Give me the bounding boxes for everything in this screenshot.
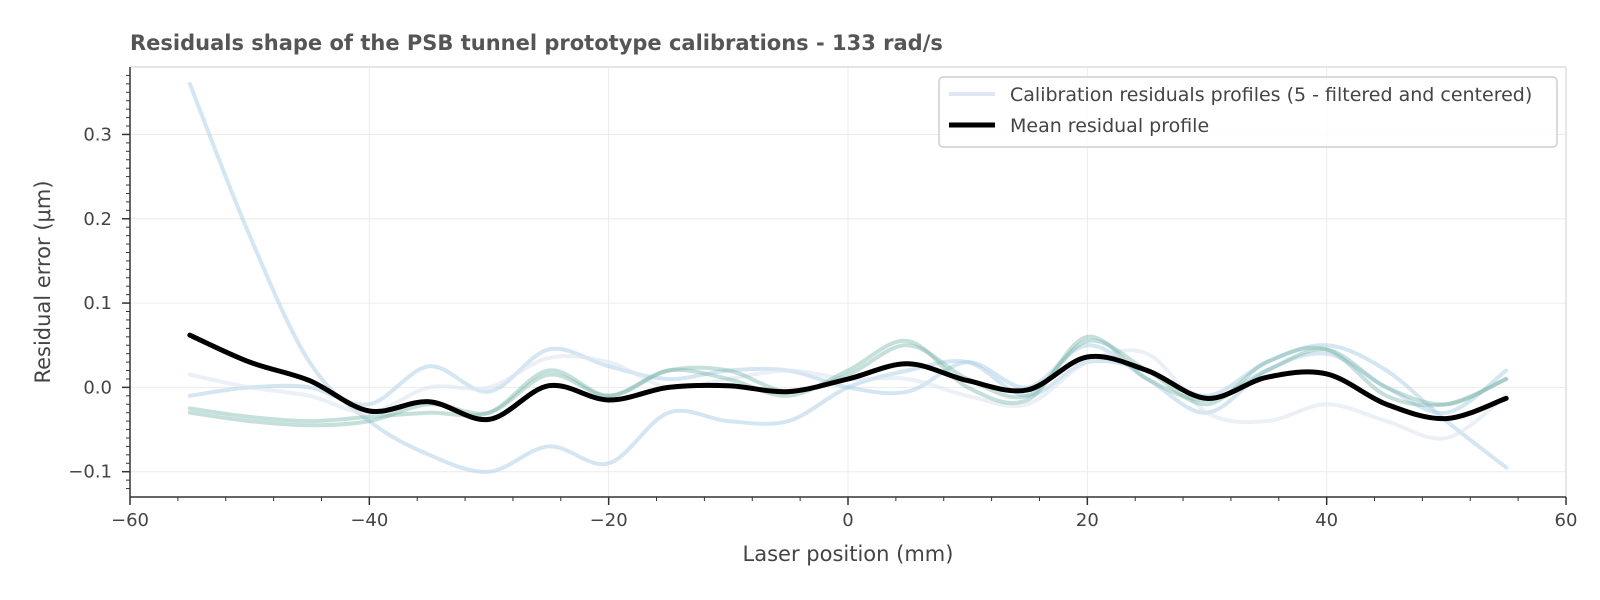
x-tick-label-2: −20 (590, 510, 628, 531)
y-tick-label-3: 0.2 (83, 209, 112, 230)
mean-residual-line (187, 332, 1509, 423)
axes: −60 −40 −20 0 20 40 60 −0.1 0.0 0.1 0.2 0.3 (68, 66, 1578, 531)
legend-label-calibration: Calibration residuals profiles (5 - filt… (1010, 84, 1532, 106)
legend-frame (938, 76, 1558, 148)
legend-label-mean: Mean residual profile (1010, 115, 1209, 137)
x-tick-label-0: −60 (111, 510, 149, 531)
y-tick-label-0: −0.1 (68, 462, 112, 483)
x-tick-label-1: −40 (350, 510, 388, 531)
x-tick-label-4: 20 (1076, 510, 1099, 531)
calibration-profile-line-0 (187, 81, 1509, 474)
y-tick-label-4: 0.3 (83, 124, 112, 145)
calibration-profile-line-3 (187, 334, 1509, 428)
x-tick-label-3: 0 (842, 510, 853, 531)
x-axis-label: Laser position (mm) (743, 542, 954, 566)
y-axis-label: Residual error (μm) (31, 180, 55, 383)
y-tick-label-1: 0.0 (83, 377, 112, 398)
calibration-profile-line-4 (187, 338, 1509, 424)
x-tick-label-6: 60 (1555, 510, 1578, 531)
legend: Calibration residuals profiles (5 - filt… (938, 76, 1558, 148)
calibration-profile-line-1 (187, 343, 1509, 415)
series-layer (187, 81, 1509, 474)
chart-title: Residuals shape of the PSB tunnel protot… (130, 31, 943, 55)
x-tick-label-5: 40 (1315, 510, 1338, 531)
y-tick-label-2: 0.1 (83, 293, 112, 314)
